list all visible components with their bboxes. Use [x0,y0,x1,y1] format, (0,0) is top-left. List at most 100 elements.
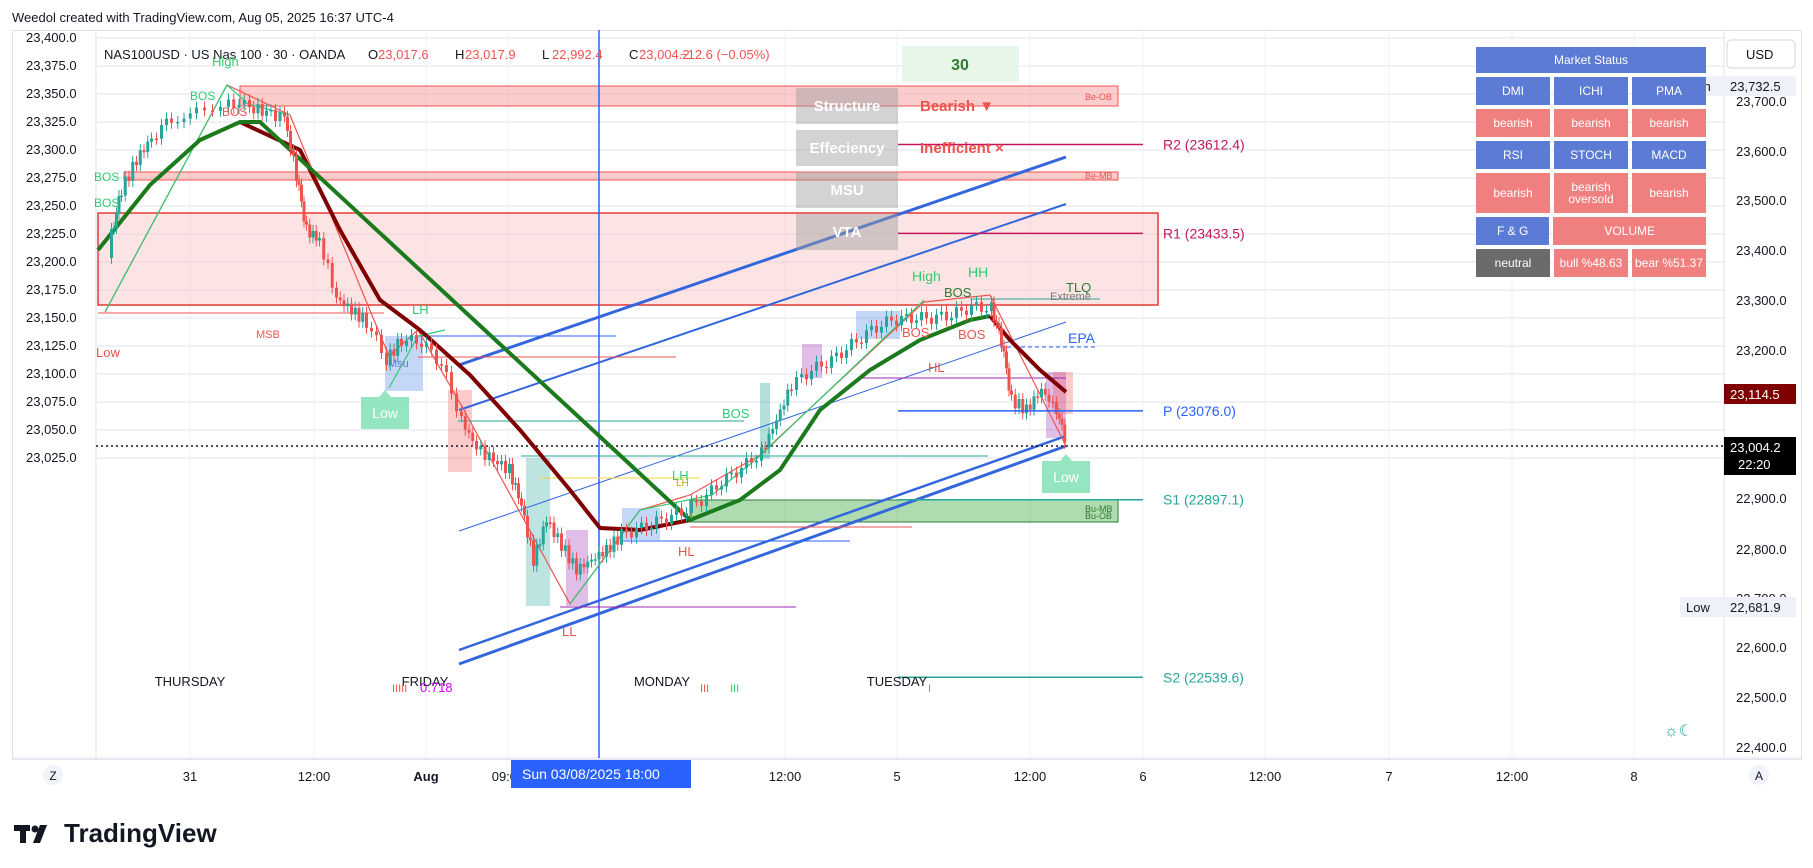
right-axis-tick: 22,800.0 [1736,542,1787,557]
candle-bull [571,558,575,564]
candle-bear [616,536,620,545]
candle-bear [211,110,214,112]
status-macd-value: bearish [1632,173,1706,213]
candle-bull [835,352,838,357]
candles [110,93,1067,581]
candle-bull [830,356,833,368]
candle-bear [680,508,683,516]
candle-bull [541,526,545,545]
candle-bear [1028,404,1032,410]
right-axis-tick: 22,600.0 [1736,640,1787,655]
candle-bear [1057,414,1061,419]
candle-bull [740,467,743,478]
status-fg-value: neutral [1476,249,1550,277]
pivot-label: S2 (22539.6) [1163,669,1244,685]
label-bu-mb: Bu-MB [1085,504,1113,514]
time-axis[interactable]: 31 12:00 Aug 09:00 12:00 5 12:00 6 12:00 7 12:00 8S… [43,760,1769,788]
right-axis-tick: 23,200.0 [1736,343,1787,358]
label-bos-1: BOS [190,89,215,103]
tradingview-logo-icon [14,824,47,843]
candle-bull [514,483,517,485]
label-bu-ob: Bu-OB [1085,511,1112,521]
market-status-title: Market Status [1476,47,1706,73]
candle-bear [523,505,526,516]
candle-bear [335,287,338,298]
low-tag-1-bg [361,397,409,429]
low-tag-2-text: Low [1053,469,1080,485]
structure-value: Bearish ▼ [920,98,994,115]
candle-bear [630,532,633,538]
low-value-bg [1724,597,1796,617]
candle-bull [195,107,198,114]
ema-tag-value: 23,114.5 [1730,387,1780,402]
tradingview-brand[interactable]: TradingView [14,818,217,849]
time-axis-tick: 12:00 [298,769,331,784]
candle-bear [295,155,298,181]
label-hh: HH [968,264,988,280]
left-axis-tick: 23,100.0 [26,366,77,381]
candle-bear [520,498,523,506]
status-volume-bear: bear %51.37 [1632,249,1706,277]
label-bos-7: BOS [902,325,930,340]
candle-bear [308,224,312,238]
candle-bull [920,312,923,321]
session-label: FRIDAY [402,674,449,689]
auto-z-button[interactable] [43,765,63,785]
right-price-axis[interactable]: 23,700.0 23,600.0 23,500.0 23,400.0 23,300.0… [1680,39,1796,755]
imbalance-box-7 [760,383,770,459]
candle-bull [265,110,268,116]
low-tag-bg [1680,597,1724,617]
chart-canvas[interactable]: R2 (23612.4) R1 (23433.5) P (23076.0) S1 (2… [0,0,1813,800]
left-axis-tick: 23,300.0 [26,142,77,157]
candle-bull [655,516,658,528]
candle-bear [582,563,586,568]
candle-bear [790,389,793,392]
label-msb: MSB [256,329,280,341]
candle-bull [900,315,903,326]
ema-tag-bg [1724,384,1796,404]
candle-bear [170,118,173,123]
left-axis-tick: 23,275.0 [26,170,77,185]
chart-header: Weedol created with TradingView.com, Aug… [12,10,394,25]
candle-bull [479,446,483,450]
currency-button[interactable] [1726,39,1796,69]
candle-bear [375,331,378,336]
left-axis-tick: 23,250.0 [26,198,77,213]
timeframe-box [902,46,1019,82]
candle-bull [970,304,973,315]
left-price-axis[interactable]: 23,400.0 23,375.0 23,350.0 23,325.0 23,300.0… [26,30,77,465]
candle-bear [475,440,478,450]
candle-bear [750,458,753,463]
low-tag-1-text: Low [372,405,399,421]
candle-bear [342,300,346,307]
candle-bear [1007,368,1011,391]
pivot-levels: R2 (23612.4) R1 (23433.5) P (23076.0) S1 (2… [898,137,1245,685]
candle-bull [131,161,135,181]
candle-bear [1060,418,1064,425]
candle-bear [526,515,529,538]
label-extreme: Extreme [1050,291,1091,303]
candle-bear [601,551,605,557]
structure-label-cell [796,214,898,250]
candle-bull [150,138,153,142]
time-axis-tick: 5 [893,769,900,784]
candle-bear [1055,402,1058,415]
theme-toggle-icon: ☼☾ [1664,723,1693,740]
candle-bull [1032,396,1036,410]
candle-bear [350,303,353,315]
status-rsi: RSI [1476,141,1550,169]
candle-bull [182,118,186,122]
structure-label: Structure [814,98,881,115]
candle-bear [365,313,368,328]
candle-bear [980,302,983,312]
candle-bear [302,201,306,222]
legend-change: −12.6 (−0.05%) [680,47,770,62]
candle-bull [545,522,548,527]
candle-bear [560,533,563,551]
auto-a-button[interactable] [1749,765,1769,785]
candle-bull [705,494,708,506]
candle-bull [745,458,748,468]
channel-upper-thick [458,155,1067,367]
candle-bull [256,104,260,114]
candle-bear [895,320,898,326]
